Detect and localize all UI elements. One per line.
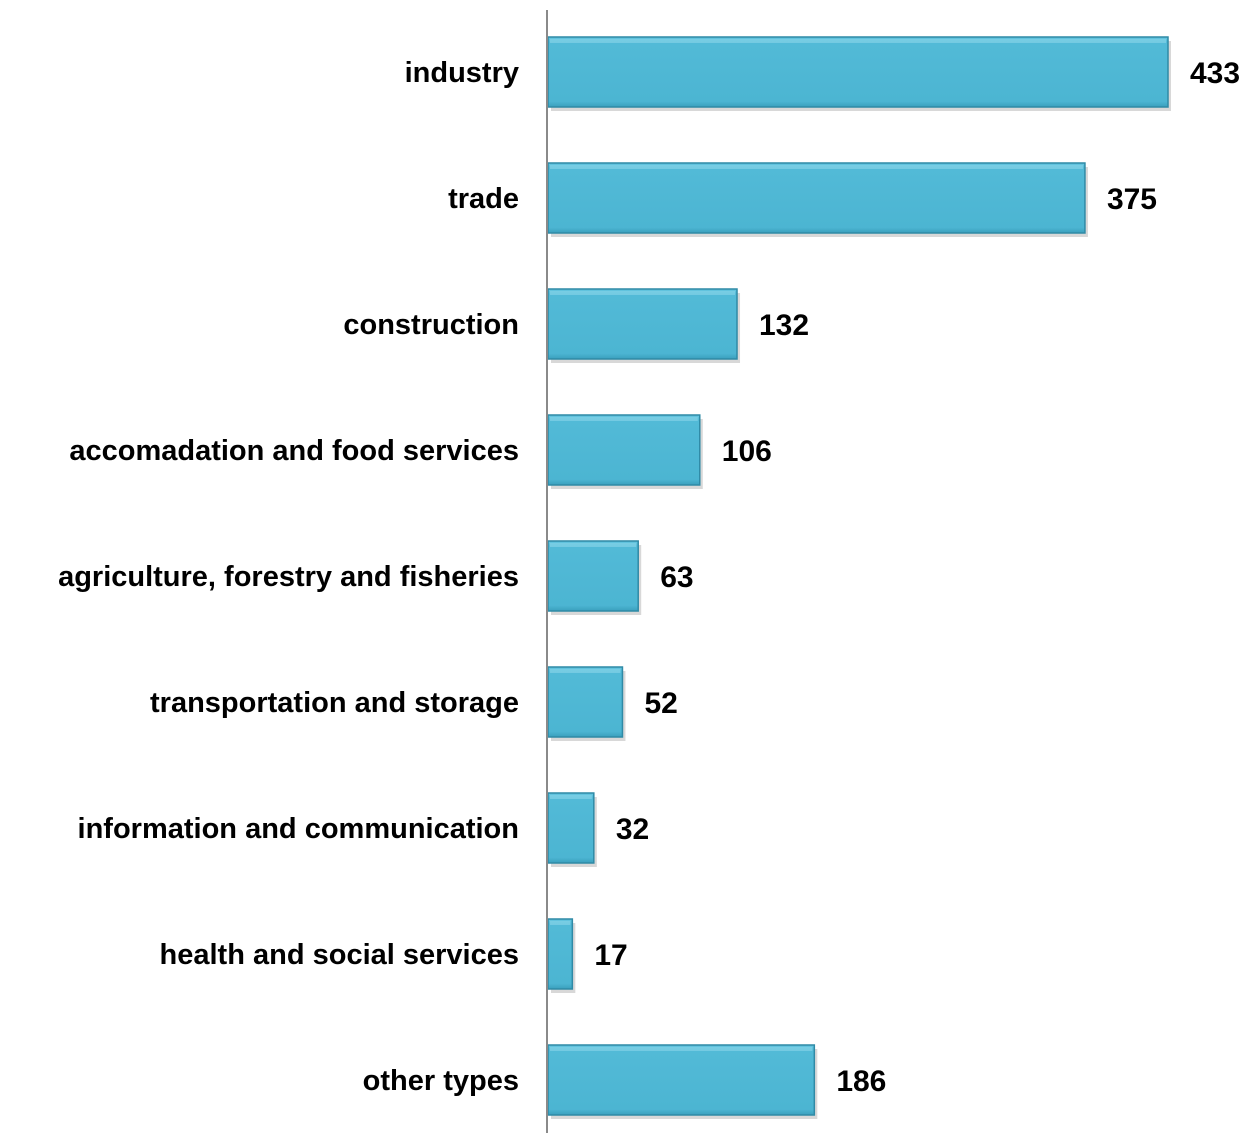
category-label-transportation-and-storage: transportation and storage <box>150 687 519 719</box>
bar-health-and-social-services <box>547 918 574 990</box>
bar-accomadation-and-food-services <box>547 414 701 486</box>
category-label-accomadation-and-food-services: accomadation and food services <box>69 435 519 467</box>
value-labels: 433 375 132 106 63 52 32 17 186 <box>594 57 1240 1098</box>
category-label-industry: industry <box>405 57 519 89</box>
bar-agriculture-forestry-and-fisheries <box>547 540 639 612</box>
category-labels: industry trade construction accomadation an… <box>58 57 519 1097</box>
value-label-health-and-social-services: 17 <box>594 939 627 972</box>
bar-highlight-transportation-and-storage <box>550 669 621 673</box>
category-label-other-types: other types <box>363 1065 519 1097</box>
bar-highlight-agriculture-forestry-and-fisheries <box>550 543 637 547</box>
value-label-transportation-and-storage: 52 <box>644 687 677 720</box>
value-label-other-types: 186 <box>836 1065 886 1098</box>
bar-highlight-trade <box>550 165 1083 169</box>
value-label-accomadation-and-food-services: 106 <box>722 435 772 468</box>
category-label-trade: trade <box>448 183 519 215</box>
bar-trade <box>547 162 1086 234</box>
bar-highlight-industry <box>550 39 1166 43</box>
value-label-trade: 375 <box>1107 183 1157 216</box>
value-label-agriculture-forestry-and-fisheries: 63 <box>660 561 693 594</box>
bar-highlight-construction <box>550 291 736 295</box>
value-label-industry: 433 <box>1190 57 1240 90</box>
bar-highlight-accomadation-and-food-services <box>550 417 698 421</box>
bar-industry <box>547 36 1169 108</box>
value-label-construction: 132 <box>759 309 809 342</box>
category-label-construction: construction <box>343 309 519 341</box>
value-label-information-and-communication: 32 <box>616 813 649 846</box>
bars <box>547 36 1169 1116</box>
bar-information-and-communication <box>547 792 595 864</box>
bar-highlight-health-and-social-services <box>550 921 571 925</box>
bar-other-types <box>547 1044 816 1116</box>
bar-transportation-and-storage <box>547 666 624 738</box>
bar-construction <box>547 288 738 360</box>
category-label-information-and-communication: information and communication <box>78 813 519 845</box>
category-label-health-and-social-services: health and social services <box>160 939 519 971</box>
bar-highlight-information-and-communication <box>550 795 592 799</box>
category-label-agriculture-forestry-and-fisheries: agriculture, forestry and fisheries <box>58 561 519 593</box>
bar-highlight-other-types <box>550 1047 813 1051</box>
